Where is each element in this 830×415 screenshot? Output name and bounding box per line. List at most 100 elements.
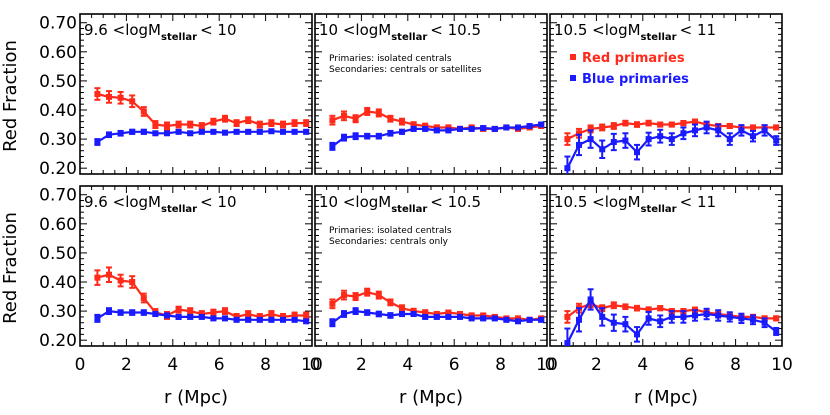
data-point-blue [468, 315, 475, 322]
data-point-red [256, 121, 263, 128]
data-point-red [657, 305, 664, 312]
data-point-blue [222, 315, 228, 322]
data-point-blue [634, 331, 640, 338]
data-point-blue [703, 124, 710, 131]
y-tick-label: 0.30 [39, 302, 77, 322]
data-point-blue [94, 139, 101, 145]
y-tick-label: 0.70 [39, 186, 77, 206]
data-point-red [341, 292, 347, 299]
data-point-blue [692, 312, 698, 319]
data-point-blue [773, 137, 780, 144]
data-point-blue [175, 313, 182, 320]
data-point-blue [576, 316, 582, 323]
data-point-red [210, 309, 217, 316]
data-point-blue [268, 128, 275, 135]
data-point-red [750, 124, 756, 131]
x-tick-label: 2 [591, 355, 602, 375]
data-point-red [352, 115, 359, 122]
data-point-blue [375, 133, 382, 140]
data-point-blue [164, 312, 170, 319]
data-point-blue [738, 315, 745, 322]
data-point-blue [222, 129, 228, 136]
y-axis-title-top: Red Fraction [0, 40, 21, 152]
data-point-blue [280, 316, 286, 323]
data-point-red [587, 125, 594, 132]
data-point-red [140, 295, 147, 301]
data-point-red [610, 123, 617, 129]
data-point-red [117, 94, 124, 101]
data-point-blue [445, 313, 452, 320]
y-tick-label: 0.60 [39, 215, 77, 235]
data-point-blue [268, 316, 275, 323]
data-point-blue [480, 315, 487, 322]
panel-r2-c1: 0.20 0.30 0.40 0.50 0.60 0.70 0 2 4 6 8 10 9.6 <logM… [39, 185, 323, 375]
data-point-red [668, 121, 675, 128]
x-tick-label: 8 [730, 355, 741, 375]
data-point-red [634, 305, 640, 312]
data-point-red [399, 118, 405, 125]
data-point-blue [538, 121, 545, 128]
data-point-red [375, 109, 382, 116]
legend-label-blue: Blue primaries [582, 72, 689, 87]
panel-title-pre: 9.6 <logM [84, 193, 161, 211]
data-point-blue [692, 127, 698, 134]
data-point-blue [164, 130, 170, 137]
data-point-blue [634, 149, 640, 156]
data-point-red [268, 311, 275, 317]
y-tick-label: 0.30 [39, 130, 77, 150]
data-point-red [341, 112, 347, 119]
data-point-blue [668, 136, 675, 143]
data-point-blue [750, 316, 756, 323]
data-point-blue [364, 309, 371, 316]
data-point-red [622, 120, 629, 127]
data-point-red [564, 136, 571, 143]
data-point-red [387, 115, 394, 122]
data-point-red [387, 299, 394, 306]
data-point-blue [680, 130, 687, 137]
data-point-blue [175, 128, 182, 135]
data-point-blue [491, 315, 498, 322]
data-point-blue [761, 127, 768, 134]
data-point-red [129, 98, 136, 105]
panel-title-sub: stellar [161, 204, 197, 215]
data-point-blue [503, 316, 510, 323]
data-point-blue [117, 130, 124, 137]
data-point-red [222, 115, 228, 122]
data-point-red [610, 302, 617, 309]
panel-title-pre: 10 <logM [319, 21, 391, 39]
panel-title: 10.5 <logMstellar < 11 [554, 21, 716, 43]
data-point-blue [657, 133, 664, 140]
x-axis-title-col3: r (Mpc) [634, 387, 698, 408]
labels-layer: Red Fraction Red Fraction r (Mpc) r (Mpc… [0, 40, 698, 408]
data-point-blue [576, 141, 582, 148]
data-point-blue [140, 128, 147, 135]
data-point-red [106, 93, 112, 100]
data-point-blue [364, 133, 371, 140]
panel-title-sub: stellar [161, 32, 197, 43]
y-tick-label: 0.20 [39, 159, 77, 179]
data-point-red [680, 120, 687, 127]
panel-note: Secondaries: centrals or satellites [329, 65, 482, 75]
data-point-blue [422, 125, 429, 132]
data-point-red [329, 300, 336, 307]
data-point-blue [761, 319, 768, 326]
data-point-red [352, 293, 359, 300]
legend-swatch-blue [570, 75, 576, 81]
data-point-blue [352, 133, 359, 140]
data-point-red [187, 308, 194, 315]
panel-title: 10.5 <logMstellar < 11 [554, 193, 716, 215]
data-point-red [106, 271, 112, 278]
panel-title-post: < 11 [680, 193, 716, 211]
data-point-blue [387, 130, 394, 137]
data-point-blue [480, 125, 487, 132]
panel-r1-c3: 10.5 <logMstellar < 11 Red primaries Blue p… [549, 13, 783, 175]
data-point-blue [245, 316, 252, 323]
data-point-blue [152, 311, 159, 317]
data-point-blue [198, 313, 205, 320]
data-point-blue [645, 315, 652, 322]
data-point-red [564, 313, 571, 320]
panel-note: Secondaries: centrals only [329, 237, 449, 247]
panel-title-pre: 10.5 <logM [554, 193, 641, 211]
data-point-red [222, 308, 228, 315]
data-point-blue [399, 128, 405, 135]
